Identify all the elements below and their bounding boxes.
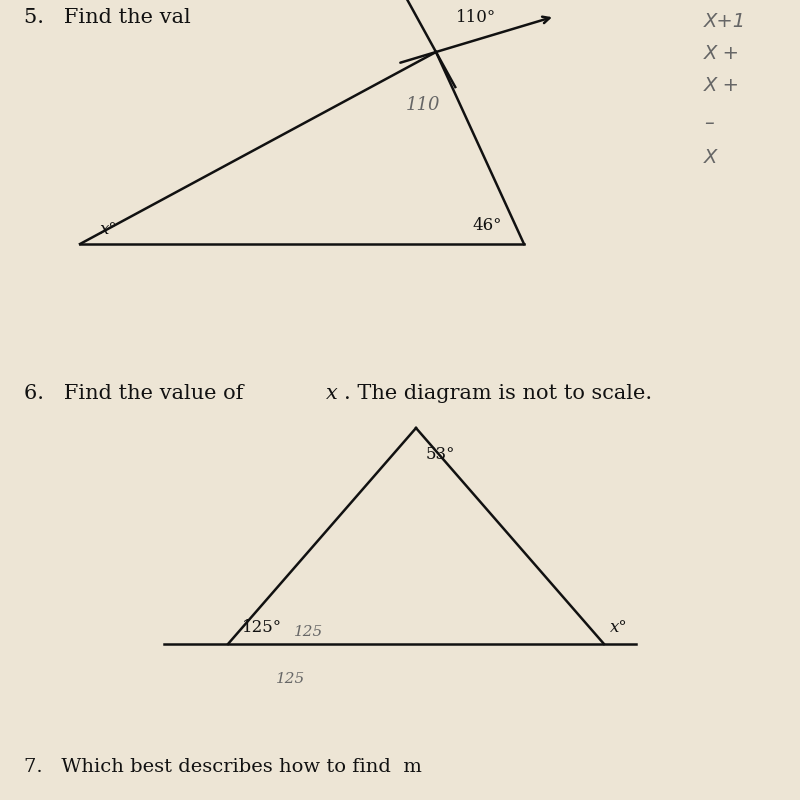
- Text: 110°: 110°: [456, 10, 496, 26]
- Text: 125°: 125°: [242, 619, 282, 636]
- Text: 46°: 46°: [472, 218, 502, 234]
- Text: 125: 125: [276, 672, 306, 686]
- Text: X: X: [704, 148, 718, 167]
- Text: 53°: 53°: [426, 446, 455, 462]
- Text: 110: 110: [406, 96, 440, 114]
- Text: –: –: [704, 114, 714, 133]
- Text: 7.   Which best describes how to find  m: 7. Which best describes how to find m: [24, 758, 422, 776]
- Text: X +: X +: [704, 76, 740, 95]
- Text: 5.   Find the val: 5. Find the val: [24, 8, 190, 27]
- Text: X+1: X+1: [704, 12, 746, 31]
- Text: 6.   Find the value of: 6. Find the value of: [24, 384, 250, 403]
- Text: X +: X +: [704, 44, 740, 63]
- Text: x°: x°: [610, 619, 628, 636]
- Text: . The diagram is not to scale.: . The diagram is not to scale.: [344, 384, 652, 403]
- Text: x°: x°: [100, 221, 118, 238]
- Text: 125: 125: [294, 626, 323, 639]
- Text: x: x: [326, 384, 338, 403]
